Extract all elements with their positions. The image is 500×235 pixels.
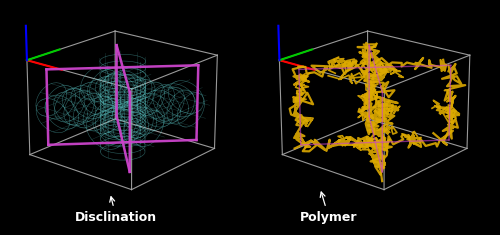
Text: Disclination: Disclination bbox=[75, 197, 157, 224]
Text: Polymer: Polymer bbox=[300, 192, 358, 224]
